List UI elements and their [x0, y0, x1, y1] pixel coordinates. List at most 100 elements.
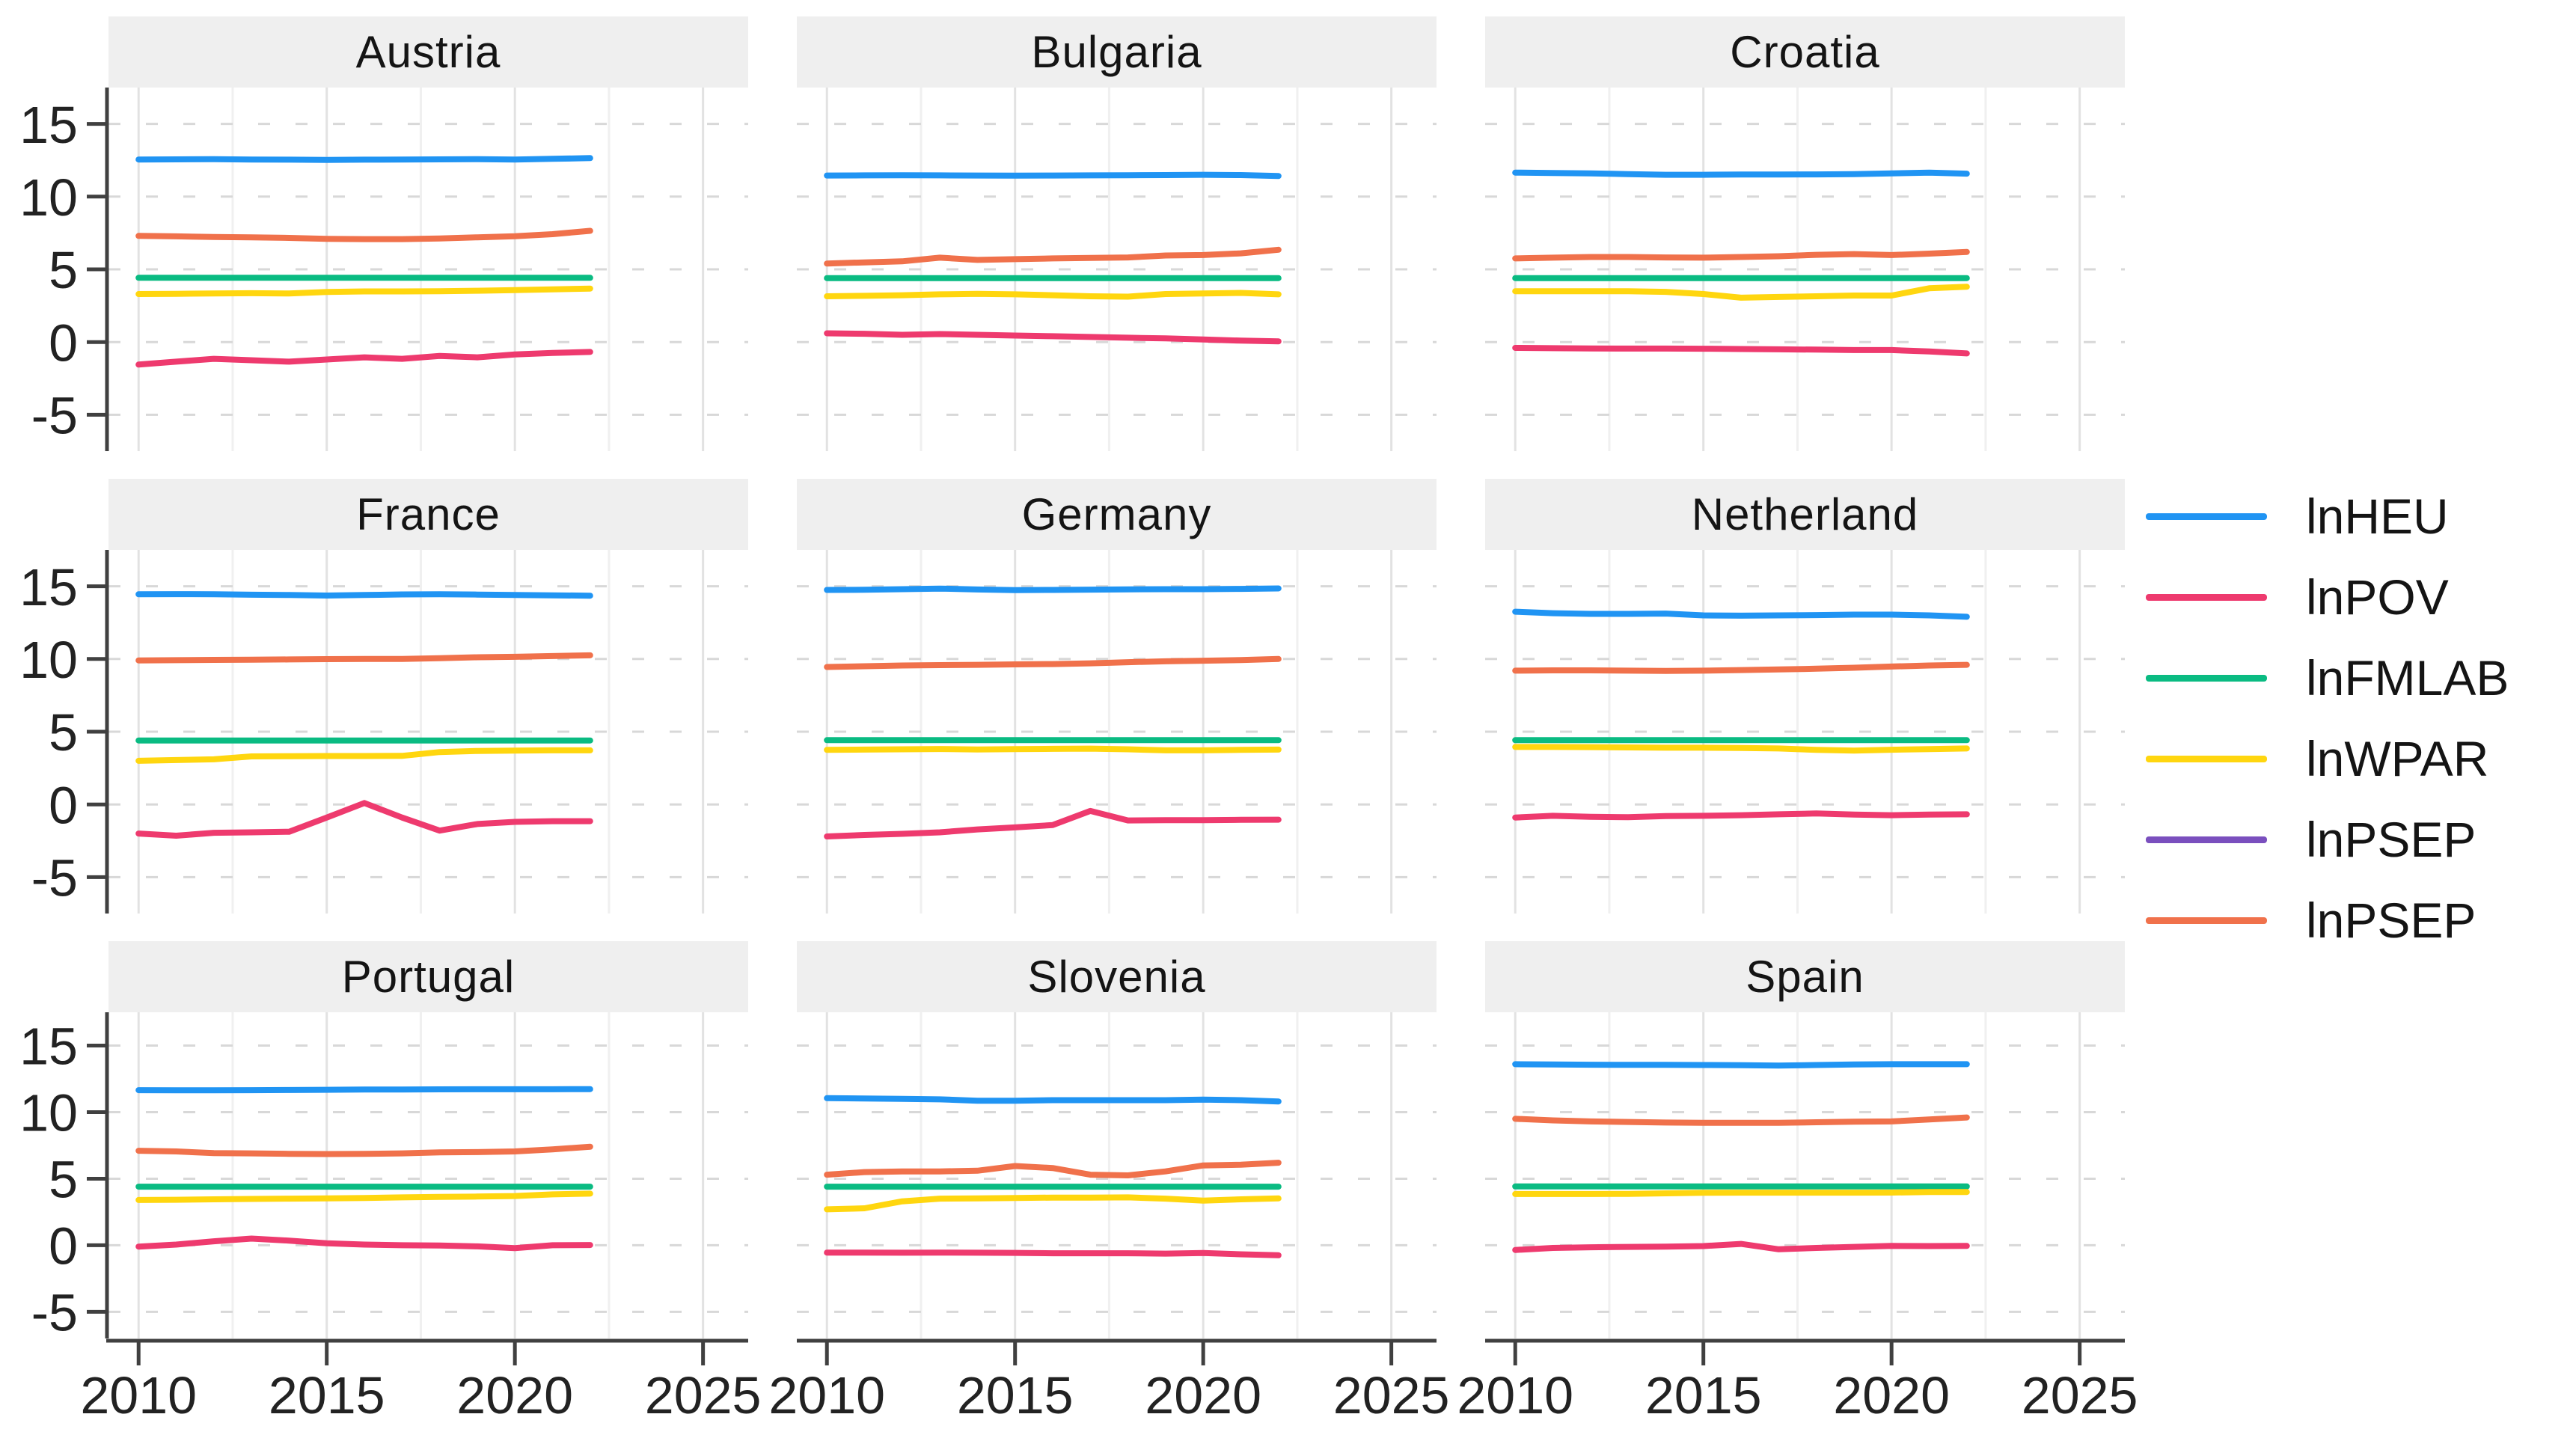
y-axis-row-0: 15 10 5 0 -5 [19, 88, 109, 451]
facet-plot-slovenia [797, 1012, 1437, 1338]
facet-plot-croatia [1485, 88, 2125, 451]
legend-line-swatch [2146, 917, 2267, 924]
legend-item-lnpsep-4: lnPSEP [2146, 808, 2476, 871]
x-tick-label: 2025 [645, 1366, 762, 1425]
y-tick-label: 5 [49, 241, 78, 299]
line-lnheu-croatia [1512, 169, 1970, 178]
y-tick-label: 15 [19, 558, 78, 616]
y-tick-label: 5 [49, 703, 78, 762]
legend-line-swatch [2146, 512, 2267, 520]
y-tick-label: 0 [49, 776, 78, 834]
y-tick-label: 10 [19, 168, 78, 227]
line-lnpsep-croatia [1512, 248, 1970, 262]
line-lnpov-germany [824, 807, 1282, 839]
x-tick-label: 2025 [1333, 1366, 1450, 1425]
legend-label: lnFMLAB [2306, 650, 2509, 706]
legend-line-swatch [2146, 836, 2267, 843]
facet-strip-bulgaria: Bulgaria [797, 16, 1437, 88]
facet-strip-austria: Austria [108, 16, 748, 88]
facet-title: Netherland [1691, 489, 1919, 539]
line-lnheu-france [135, 591, 593, 599]
line-lnwpar-croatia [1512, 284, 1970, 301]
facet-strip-portugal: Portugal [108, 941, 748, 1012]
line-lnheu-austria [135, 155, 593, 163]
line-lnpsep-austria [135, 227, 593, 242]
line-lnpsep-germany [824, 655, 1282, 670]
line-lnpov-slovenia [824, 1249, 1282, 1258]
facet-plot-portugal [108, 1012, 748, 1338]
y-tick-label: 0 [49, 1217, 78, 1276]
facet-plot-bulgaria [797, 88, 1437, 451]
y-tick-label: 10 [19, 631, 78, 689]
x-tick-label: 2015 [957, 1366, 1074, 1425]
x-axis-col-0: 2010 2015 2020 2025 [80, 1338, 762, 1425]
x-tick-label: 2010 [768, 1366, 885, 1425]
y-tick-label: 15 [19, 96, 78, 154]
y-tick-label: 10 [19, 1084, 78, 1142]
legend-item-lnwpar-3: lnWPAR [2146, 727, 2488, 790]
y-tick-label: -5 [31, 387, 78, 445]
y-tick-label: 5 [49, 1151, 78, 1209]
facet-title: Bulgaria [1031, 27, 1202, 77]
line-lnwpar-netherland [1512, 744, 1970, 754]
line-lnwpar-portugal [135, 1190, 593, 1203]
legend-label: lnPSEP [2306, 893, 2476, 948]
facet-title: Germany [1021, 489, 1212, 539]
legend-item-lnpsep-5: lnPSEP [2146, 889, 2476, 952]
y-axis-row-2: 15 10 5 0 -5 [19, 1012, 109, 1342]
legend-label: lnPOV [2306, 569, 2449, 625]
line-lnpsep-slovenia [824, 1160, 1282, 1178]
facet-plot-spain [1485, 1012, 2125, 1338]
line-lnpsep-spain [1512, 1114, 1970, 1126]
legend-item-lnpov-1: lnPOV [2146, 566, 2449, 628]
facet-plot-netherland [1485, 550, 2125, 914]
line-lnheu-netherland [1512, 608, 1970, 620]
facet-title: Spain [1746, 952, 1864, 1002]
line-lnpov-portugal [135, 1235, 593, 1252]
x-axis-col-1: 2010 2015 2020 2025 [768, 1338, 1450, 1425]
legend-label: lnWPAR [2306, 731, 2489, 786]
y-tick-label: 0 [49, 313, 78, 372]
legend: lnHEU lnPOV lnFMLAB lnWPAR lnPSEP lnPSEP [2146, 0, 2576, 1429]
facet-strip-netherland: Netherland [1485, 479, 2125, 550]
x-tick-label: 2010 [80, 1366, 197, 1425]
line-lnheu-germany [824, 585, 1282, 593]
x-tick-label: 2010 [1457, 1366, 1573, 1425]
legend-line-swatch [2146, 674, 2267, 682]
x-axis-col-2: 2010 2015 2020 2025 [1457, 1338, 2138, 1425]
legend-label: lnPSEP [2306, 812, 2476, 867]
y-tick-label: -5 [31, 849, 78, 908]
facet-strip-slovenia: Slovenia [797, 941, 1437, 1012]
y-axis-row-1: 15 10 5 0 -5 [19, 550, 109, 914]
facet-strip-france: France [108, 479, 748, 550]
facet-title: France [356, 489, 501, 539]
line-lnpov-bulgaria [824, 330, 1282, 345]
facet-plot-france [108, 550, 748, 914]
line-lnheu-portugal [135, 1086, 593, 1094]
line-lnwpar-france [135, 747, 593, 764]
line-lnpov-netherland [1512, 810, 1970, 821]
line-lnheu-spain [1512, 1061, 1970, 1069]
x-tick-label: 2020 [1145, 1366, 1261, 1425]
legend-line-swatch [2146, 755, 2267, 762]
y-tick-label: 15 [19, 1018, 78, 1076]
facet-title: Slovenia [1027, 952, 1206, 1002]
legend-item-lnfmlab-2: lnFMLAB [2146, 646, 2509, 709]
x-tick-label: 2015 [269, 1366, 385, 1425]
line-lnheu-slovenia [824, 1095, 1282, 1105]
facet-plot-germany [797, 550, 1437, 914]
x-tick-label: 2020 [456, 1366, 573, 1425]
line-lnpov-spain [1512, 1240, 1970, 1253]
x-tick-label: 2025 [2022, 1366, 2138, 1425]
line-lnheu-bulgaria [824, 171, 1282, 180]
line-lnpov-france [135, 800, 593, 839]
line-lnwpar-spain [1512, 1189, 1970, 1197]
legend-item-lnheu-0: lnHEU [2146, 485, 2449, 548]
line-lnwpar-austria [135, 285, 593, 297]
x-tick-label: 2020 [1833, 1366, 1950, 1425]
facet-title: Croatia [1730, 27, 1880, 77]
facet-strip-croatia: Croatia [1485, 16, 2125, 88]
line-lnpsep-france [135, 652, 593, 664]
facet-plot-austria [108, 88, 748, 451]
